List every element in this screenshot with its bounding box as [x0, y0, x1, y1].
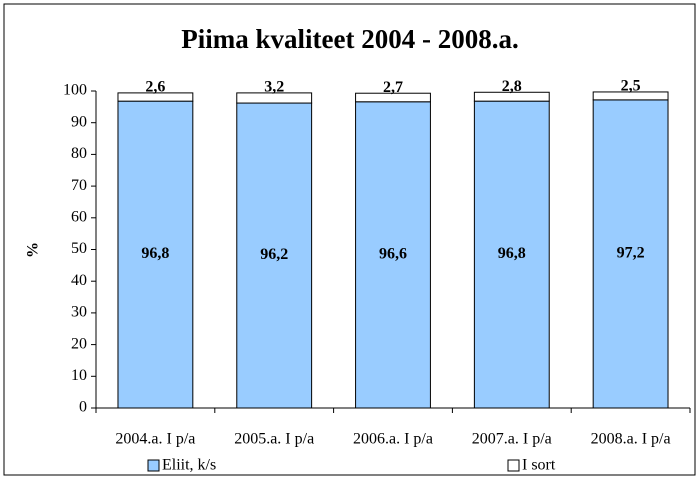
chart-frame — [3, 3, 696, 476]
data-label: 2,5 — [621, 78, 641, 95]
y-tick-label: 40 — [71, 272, 87, 289]
data-label: 96,8 — [498, 245, 526, 262]
legend-label: I sort — [522, 457, 556, 474]
data-label: 96,8 — [141, 245, 169, 262]
y-tick-label: 20 — [71, 335, 87, 352]
legend-swatch — [507, 459, 520, 472]
legend-label: Eliit, k/s — [162, 457, 216, 474]
bar-segment — [355, 92, 431, 103]
legend-swatch — [147, 459, 160, 472]
x-tick-label: 2004.a. I p/a — [115, 431, 195, 448]
y-tick-label: 100 — [63, 82, 87, 99]
y-tick-label: 80 — [71, 145, 87, 162]
y-tick-label: 90 — [71, 113, 87, 130]
bar-segment — [592, 91, 669, 101]
y-tick-label: 70 — [71, 177, 87, 194]
data-label: 2,8 — [502, 78, 522, 95]
y-tick-label: 30 — [71, 304, 87, 321]
x-tick-label: 2006.a. I p/a — [353, 431, 433, 448]
data-label: 96,2 — [260, 246, 288, 263]
y-tick-label: 10 — [71, 367, 87, 384]
bar-segment — [355, 101, 431, 409]
chart-title: Piima kvaliteet 2004 - 2008.a. — [181, 24, 518, 54]
y-tick-label: 0 — [79, 399, 87, 416]
bar-segment — [473, 100, 550, 409]
y-tick-label: 60 — [71, 208, 87, 225]
data-label: 2,7 — [383, 79, 403, 96]
data-label: 97,2 — [617, 245, 645, 262]
data-label: 3,2 — [264, 79, 284, 96]
x-tick-label: 2008.a. I p/a — [591, 431, 671, 448]
x-tick-label: 2007.a. I p/a — [472, 431, 552, 448]
data-label: 2,6 — [145, 79, 165, 96]
x-tick-label: 2005.a. I p/a — [234, 431, 314, 448]
y-tick-label: 50 — [71, 240, 87, 257]
y-axis-label: % — [25, 242, 42, 258]
bar-segment — [236, 92, 313, 104]
bar-segment — [473, 91, 550, 102]
data-label: 96,6 — [379, 246, 407, 263]
bar-segment — [117, 92, 194, 102]
